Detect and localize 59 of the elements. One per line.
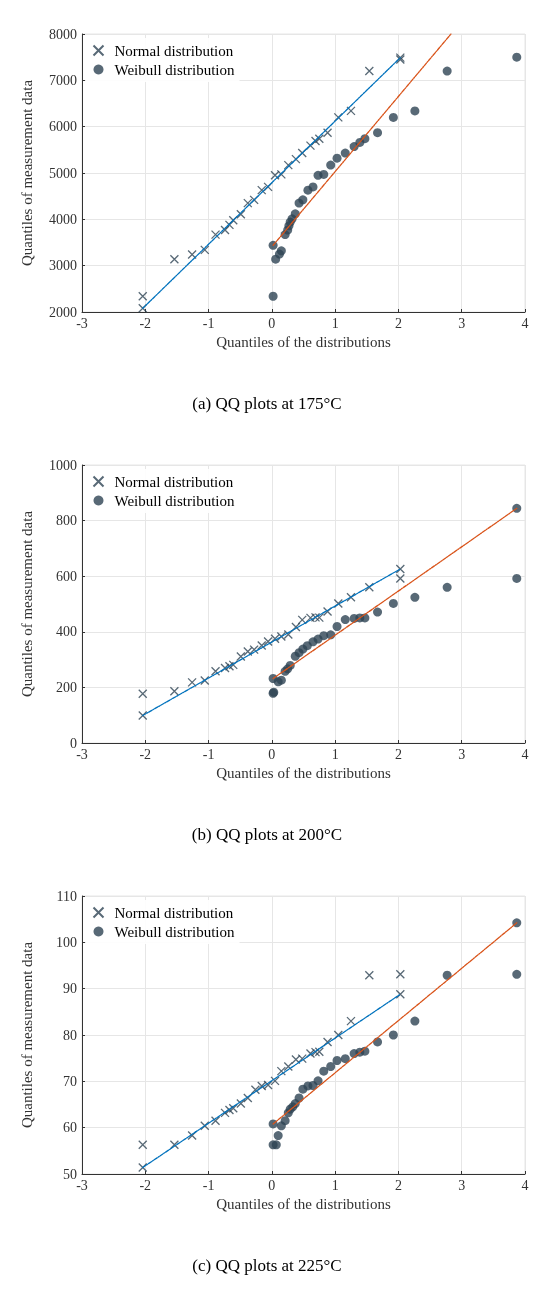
y-tick-label: 60 bbox=[63, 1120, 77, 1136]
x-axis-title: Quantiles of the distributions bbox=[216, 1196, 391, 1213]
y-tick-label: 600 bbox=[56, 568, 77, 584]
y-tick-label: 200 bbox=[56, 679, 77, 695]
text: (b) QQ plots at 200°C bbox=[191, 825, 343, 844]
x-tick-label: 2 bbox=[394, 315, 402, 331]
x-tick-label: 2 bbox=[394, 746, 402, 762]
y-tick-label: 70 bbox=[63, 1073, 77, 1089]
x-tick-label: -1 bbox=[202, 1177, 215, 1193]
y-tick-label: 80 bbox=[63, 1027, 77, 1043]
x-tick-label: -1 bbox=[202, 315, 215, 331]
x-tick-label: -2 bbox=[139, 746, 152, 762]
x-tick-label: 4 bbox=[521, 746, 529, 762]
y-axis-title: Quantiles of measurement data bbox=[18, 941, 35, 1129]
y-tick-label: 7000 bbox=[49, 72, 77, 88]
x-tick-label: 0 bbox=[268, 746, 276, 762]
x-tick-label: 0 bbox=[268, 315, 276, 331]
legend-label: Weibull distribution bbox=[114, 61, 236, 78]
legend-label: Weibull distribution bbox=[114, 923, 236, 940]
y-tick-label: 4000 bbox=[49, 211, 77, 227]
x-tick-label: -3 bbox=[76, 315, 88, 331]
legend-label: Normal distribution bbox=[114, 42, 234, 59]
x-tick-label: 4 bbox=[521, 1177, 529, 1193]
x-tick-label: -2 bbox=[139, 1177, 152, 1193]
x-axis-title: Quantiles of the distributions bbox=[216, 334, 391, 351]
x-tick-label: 3 bbox=[458, 1177, 466, 1193]
x-tick-label: 1 bbox=[331, 1177, 339, 1193]
y-tick-label: 2000 bbox=[49, 304, 77, 320]
x-tick-label: 3 bbox=[458, 746, 466, 762]
y-tick-label: 400 bbox=[56, 624, 77, 640]
y-tick-label: 6000 bbox=[49, 119, 77, 135]
legend-label: Weibull distribution bbox=[114, 492, 236, 509]
y-tick-label: 1000 bbox=[49, 457, 77, 473]
x-tick-label: -3 bbox=[76, 746, 88, 762]
x-tick-label: 1 bbox=[331, 746, 339, 762]
y-tick-label: 0 bbox=[70, 735, 77, 751]
y-axis-title: Quantiles of measurement data bbox=[18, 79, 35, 267]
y-tick-label: 100 bbox=[56, 934, 77, 950]
y-axis-title: Quantiles of measurement data bbox=[18, 510, 35, 698]
x-axis-title: Quantiles of the distributions bbox=[216, 765, 391, 782]
text: (a) QQ plots at 175°C bbox=[192, 394, 342, 413]
y-tick-label: 110 bbox=[56, 888, 77, 904]
legend-label: Normal distribution bbox=[114, 473, 234, 490]
x-tick-label: 2 bbox=[394, 1177, 402, 1193]
y-tick-label: 5000 bbox=[49, 165, 77, 181]
x-tick-label: -1 bbox=[202, 746, 215, 762]
y-tick-label: 90 bbox=[63, 981, 77, 997]
y-tick-label: 50 bbox=[63, 1166, 77, 1182]
x-tick-label: -3 bbox=[76, 1177, 88, 1193]
legend-label: Normal distribution bbox=[114, 904, 234, 921]
x-tick-label: -2 bbox=[139, 315, 152, 331]
y-tick-label: 800 bbox=[56, 513, 77, 529]
x-tick-label: 3 bbox=[458, 315, 466, 331]
x-tick-label: 1 bbox=[331, 315, 339, 331]
y-tick-label: 3000 bbox=[49, 258, 77, 274]
x-tick-label: 0 bbox=[268, 1177, 276, 1193]
x-tick-label: 4 bbox=[521, 315, 529, 331]
y-tick-label: 8000 bbox=[49, 26, 77, 42]
text: (c) QQ plots at 225°C bbox=[192, 1256, 342, 1275]
